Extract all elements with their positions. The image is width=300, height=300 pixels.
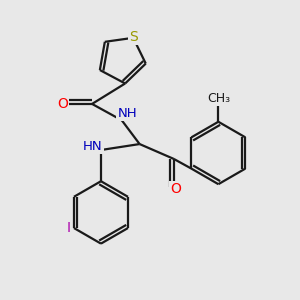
Text: O: O bbox=[57, 97, 68, 111]
Text: NH: NH bbox=[117, 107, 137, 120]
Text: S: S bbox=[129, 30, 138, 44]
Text: CH₃: CH₃ bbox=[207, 92, 230, 105]
Text: HN: HN bbox=[83, 140, 102, 153]
Text: O: O bbox=[170, 182, 181, 196]
Text: I: I bbox=[67, 221, 70, 235]
